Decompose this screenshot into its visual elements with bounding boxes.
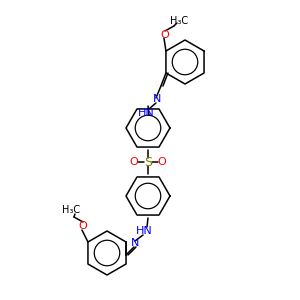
- Text: H₃C: H₃C: [170, 16, 188, 26]
- Text: HN: HN: [138, 108, 154, 118]
- Text: N: N: [131, 238, 139, 248]
- Text: HN: HN: [136, 226, 152, 236]
- Text: O: O: [158, 157, 166, 167]
- Text: O: O: [79, 221, 87, 231]
- Text: O: O: [130, 157, 138, 167]
- Text: O: O: [160, 30, 169, 40]
- Text: N: N: [153, 94, 161, 104]
- Text: S: S: [144, 155, 152, 169]
- Text: H₃C: H₃C: [62, 205, 80, 215]
